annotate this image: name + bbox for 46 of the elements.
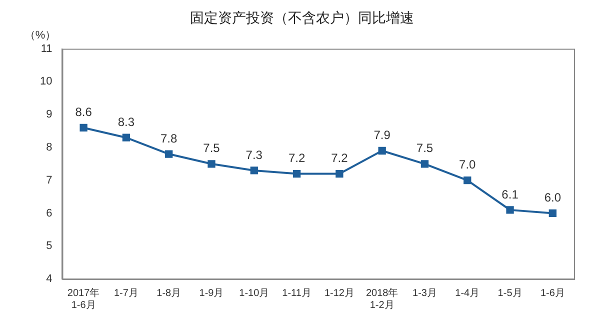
data-label: 6.1	[502, 187, 519, 202]
x-tick-label: 1-6月	[540, 288, 565, 299]
x-tick-label: 1-11月	[282, 288, 312, 299]
y-tick-label: 5	[46, 240, 52, 252]
y-tick-label: 9	[46, 108, 52, 121]
point	[208, 160, 216, 168]
x-tick-label: 1-4月	[455, 288, 480, 299]
point	[250, 166, 258, 174]
point	[464, 176, 472, 184]
x-tick-label: 1-10月	[239, 288, 270, 299]
x-tick-label: 1-3月	[412, 288, 437, 299]
y-axis-title: （%）	[24, 29, 56, 42]
point	[506, 206, 514, 214]
x-tick-label: 2017年 1-6月	[67, 286, 100, 311]
y-tick-label: 4	[46, 273, 52, 286]
x-tick-label: 2018年 1-2月	[366, 286, 398, 311]
x-tick-label: 1-8月	[156, 288, 182, 299]
point	[165, 150, 173, 158]
point	[378, 146, 386, 155]
point	[80, 124, 88, 132]
x-tick-label: 1-9月	[199, 288, 224, 299]
y-tick-label: 6	[46, 207, 52, 220]
data-label: 6.0	[544, 190, 562, 205]
data-label: 7.9	[374, 128, 391, 142]
point	[420, 160, 429, 168]
point	[548, 209, 557, 218]
data-label: 7.3	[246, 148, 263, 162]
data-label: 7.8	[160, 131, 178, 146]
y-tick-label: 8	[46, 141, 52, 154]
point	[336, 170, 344, 178]
data-label: 7.2	[288, 151, 306, 166]
x-tick-label: 1-7月	[114, 288, 138, 299]
y-tick-label: 11	[40, 42, 52, 55]
data-label: 7.2	[331, 151, 348, 166]
chart-title: 固定资产投资（不含农户）同比增速	[190, 9, 414, 26]
data-label: 7.5	[416, 141, 434, 156]
x-tick-label: 1-5月	[498, 288, 522, 299]
y-tick-label: 7	[46, 174, 52, 186]
data-label: 8.6	[75, 105, 92, 120]
data-label: 7.5	[203, 141, 220, 156]
data-label: 7.0	[459, 158, 476, 172]
data-label: 8.3	[118, 114, 135, 129]
y-tick-label: 10	[40, 76, 52, 88]
point	[292, 170, 301, 178]
x-tick-label: 1-12月	[324, 288, 354, 299]
point	[122, 134, 130, 142]
